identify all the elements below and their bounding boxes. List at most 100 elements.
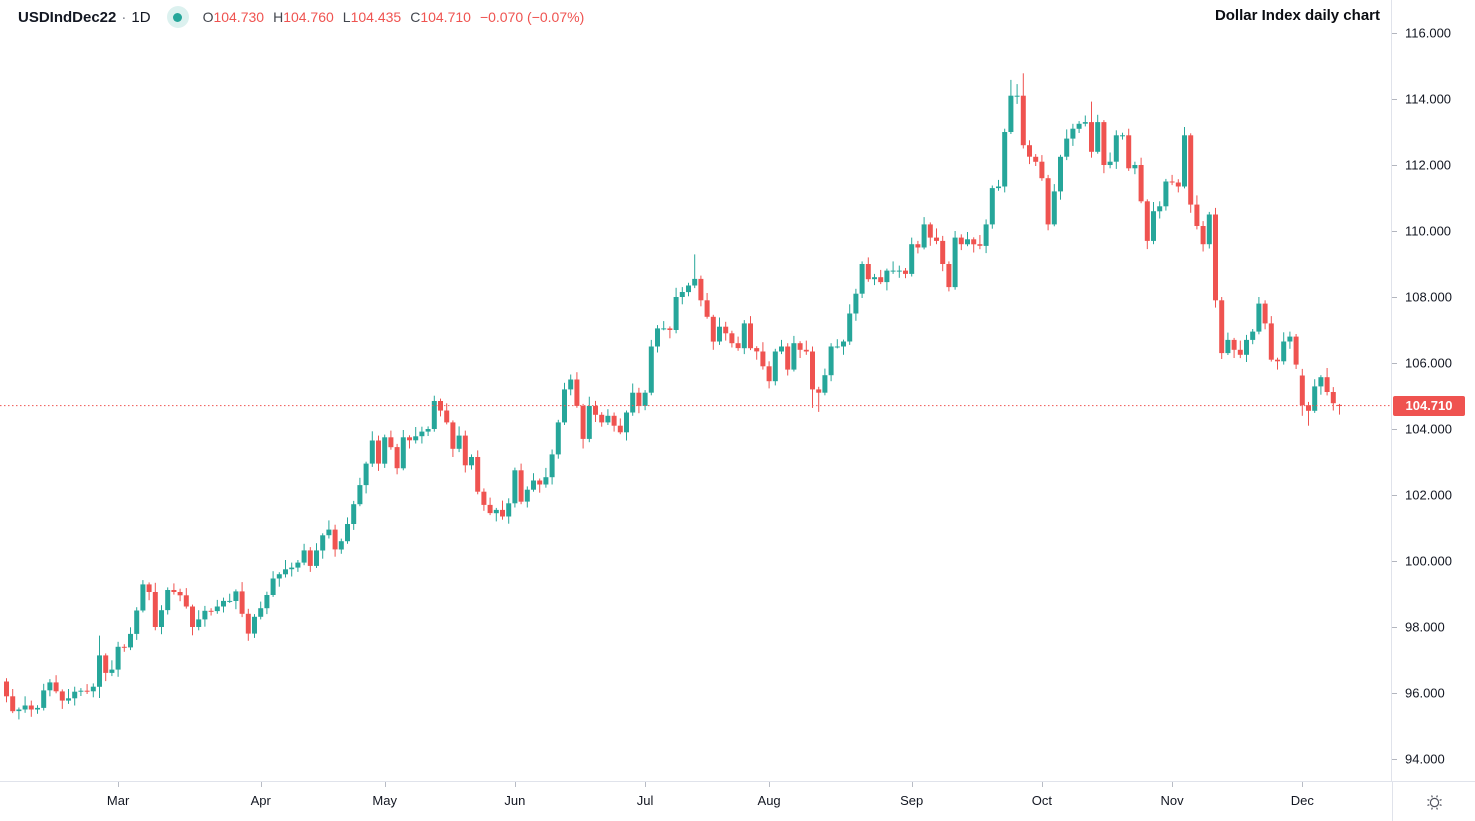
candle[interactable] [159,605,164,635]
candle[interactable] [636,387,642,414]
candle[interactable] [1312,379,1318,413]
candle[interactable] [1175,179,1181,193]
candle[interactable] [803,340,809,355]
candle[interactable] [270,571,276,597]
candle[interactable] [717,317,722,345]
candle[interactable] [1039,155,1045,181]
candle[interactable] [28,700,34,717]
candle[interactable] [1033,154,1039,166]
candle[interactable] [394,443,400,475]
candle[interactable] [989,185,995,229]
candle[interactable] [1250,329,1256,345]
candle[interactable] [202,605,208,627]
candle[interactable] [326,520,332,539]
candle[interactable] [896,265,902,278]
candle[interactable] [772,348,778,386]
candle[interactable] [72,686,78,706]
candle[interactable] [53,675,59,694]
candle[interactable] [382,434,388,468]
candle[interactable] [332,524,338,557]
candle[interactable] [779,339,784,355]
candle[interactable] [748,316,753,351]
candle[interactable] [524,486,530,508]
candle[interactable] [642,390,648,411]
candle[interactable] [1330,387,1336,411]
candle[interactable] [555,419,561,459]
candle[interactable] [927,222,933,246]
candle[interactable] [276,572,282,587]
candle[interactable] [221,597,226,613]
candle[interactable] [84,684,90,694]
candle[interactable] [704,293,710,319]
candle[interactable] [965,232,970,247]
candle[interactable] [109,660,115,677]
candle[interactable] [252,614,257,638]
candle[interactable] [1306,401,1311,426]
candle[interactable] [146,582,152,601]
candle[interactable] [78,688,84,696]
candle[interactable] [611,412,617,432]
market-status-icon[interactable] [166,6,189,28]
candle[interactable] [41,683,47,711]
candle[interactable] [289,562,295,577]
candle[interactable] [617,418,623,435]
candle[interactable] [903,268,908,279]
chart-pane[interactable]: USDIndDec22 · 1D O 104.730 H 104.760 L 104.… [0,0,1392,781]
candle[interactable] [183,588,189,609]
candle[interactable] [1089,101,1094,158]
candle[interactable] [549,449,555,485]
candle[interactable] [1169,174,1175,186]
candle[interactable] [673,287,679,334]
candle[interactable] [500,500,505,520]
candle[interactable] [400,430,406,471]
candle[interactable] [1058,154,1063,200]
candle[interactable] [1287,331,1293,349]
candle[interactable] [283,560,288,578]
candle[interactable] [363,461,369,494]
candle[interactable] [1182,127,1187,189]
candle[interactable] [884,268,890,291]
candle[interactable] [1045,174,1051,231]
candle[interactable] [729,330,735,348]
candle[interactable] [735,336,741,351]
candle[interactable] [444,403,450,425]
candle[interactable] [648,339,654,396]
candle[interactable] [686,282,691,297]
candle[interactable] [165,587,171,615]
candle[interactable] [1014,84,1020,104]
candle[interactable] [1163,178,1169,211]
candle[interactable] [66,689,71,704]
candle[interactable] [1002,128,1008,193]
candle[interactable] [1262,300,1268,330]
candle[interactable] [822,368,828,396]
candle[interactable] [1101,120,1107,174]
candle[interactable] [475,450,481,495]
candle[interactable] [1213,207,1218,308]
candle[interactable] [531,473,536,492]
candle[interactable] [1231,337,1237,358]
candle[interactable] [977,235,983,250]
candle[interactable] [4,678,9,703]
candlestick-chart[interactable] [0,0,1392,781]
candle[interactable] [971,237,977,253]
candle[interactable] [16,707,22,720]
candle[interactable] [890,261,896,274]
candle[interactable] [1051,184,1057,227]
candle[interactable] [493,507,499,522]
candle[interactable] [599,412,605,427]
candle[interactable] [841,339,846,355]
candle[interactable] [698,275,704,307]
candle[interactable] [915,240,921,254]
candle[interactable] [345,517,350,544]
candle[interactable] [1151,202,1156,245]
candle[interactable] [314,543,319,568]
candle[interactable] [1200,221,1206,252]
candle[interactable] [766,361,772,389]
candle[interactable] [338,538,344,554]
candle[interactable] [865,257,871,282]
candle[interactable] [376,435,381,471]
price-axis[interactable]: 104.710 116.000 114.000 112.000 110.000 108.… [1391,0,1475,781]
candle[interactable] [1237,340,1243,359]
candle[interactable] [1219,297,1225,359]
candle[interactable] [1064,129,1070,161]
